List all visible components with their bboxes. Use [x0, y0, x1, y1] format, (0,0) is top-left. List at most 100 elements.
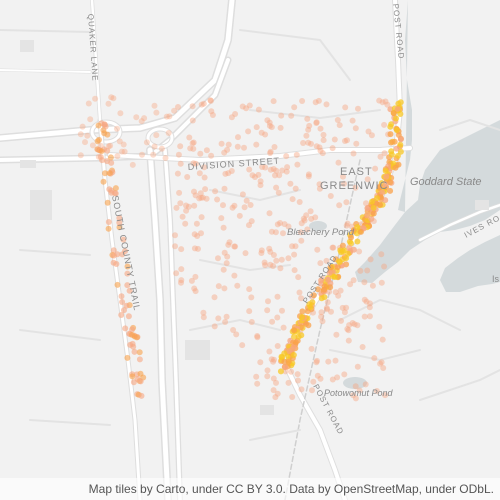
activity-point	[309, 387, 315, 394]
activity-point	[289, 243, 296, 250]
activity-point	[177, 200, 184, 207]
activity-point	[190, 145, 197, 152]
activity-point	[372, 165, 379, 172]
activity-point	[339, 304, 346, 311]
activity-point	[374, 195, 380, 202]
activity-point	[393, 127, 400, 133]
activity-point	[173, 204, 180, 211]
activity-point	[94, 138, 101, 145]
activity-point	[95, 122, 102, 129]
activity-point	[307, 208, 314, 215]
activity-point	[179, 213, 186, 220]
activity-point	[312, 214, 319, 221]
activity-point	[352, 395, 359, 402]
activity-point	[370, 210, 377, 217]
activity-point	[346, 322, 353, 329]
activity-point	[234, 282, 241, 289]
activity-point	[358, 228, 364, 235]
activity-point	[268, 228, 275, 235]
activity-point	[202, 186, 209, 193]
activity-point	[294, 161, 301, 168]
activity-point	[125, 313, 132, 320]
activity-point	[314, 246, 321, 253]
activity-point	[273, 257, 280, 264]
activity-point	[317, 260, 324, 267]
activity-point	[209, 112, 216, 118]
activity-point	[352, 184, 359, 191]
activity-point	[266, 122, 273, 129]
activity-point	[133, 114, 140, 121]
activity-point	[364, 176, 371, 183]
activity-point	[208, 152, 215, 159]
activity-point	[327, 284, 334, 291]
activity-point	[291, 104, 298, 111]
activity-point	[124, 270, 131, 277]
activity-point	[200, 309, 207, 316]
activity-point	[85, 100, 92, 107]
activity-point	[178, 279, 184, 286]
activity-point	[174, 170, 181, 177]
activity-point	[141, 115, 148, 122]
activity-point	[304, 115, 311, 122]
activity-point	[320, 137, 327, 144]
activity-point	[136, 356, 143, 363]
activity-point	[275, 189, 282, 196]
activity-point	[382, 98, 389, 105]
activity-point	[313, 359, 320, 366]
activity-point	[166, 113, 173, 120]
map-attribution[interactable]: Map tiles by Carto, under CC BY 3.0. Dat…	[0, 478, 500, 500]
goddard-state-label: Goddard State	[410, 176, 482, 188]
activity-point	[378, 251, 385, 258]
activity-point	[279, 307, 285, 314]
activity-point	[172, 243, 178, 250]
activity-point	[129, 373, 136, 380]
activity-point	[273, 167, 280, 174]
activity-point	[197, 190, 204, 197]
activity-point	[334, 117, 341, 123]
activity-point	[350, 277, 357, 284]
activity-point	[331, 274, 338, 280]
activity-point	[265, 298, 271, 305]
activity-point	[259, 164, 266, 170]
activity-point	[376, 201, 383, 208]
activity-point	[257, 178, 264, 185]
activity-point	[270, 252, 277, 258]
activity-point	[87, 116, 94, 123]
activity-point	[367, 256, 374, 263]
activity-point	[220, 266, 227, 273]
activity-point	[306, 122, 313, 129]
activity-point	[343, 255, 350, 262]
activity-point	[105, 225, 112, 232]
activity-point	[341, 180, 347, 187]
activity-point	[200, 100, 207, 107]
activity-point	[233, 331, 240, 338]
activity-point	[121, 307, 127, 314]
activity-point	[316, 181, 323, 188]
activity-point	[387, 123, 394, 130]
activity-point	[253, 141, 260, 148]
activity-point	[377, 183, 383, 190]
activity-point	[137, 378, 144, 385]
activity-point	[270, 263, 277, 269]
activity-point	[274, 314, 281, 321]
activity-point	[280, 324, 287, 331]
activity-point	[303, 320, 309, 327]
activity-point	[231, 272, 238, 279]
activity-point	[248, 319, 255, 325]
activity-point	[183, 202, 189, 209]
activity-point	[133, 334, 140, 341]
activity-point	[382, 392, 389, 399]
activity-point	[317, 375, 324, 382]
activity-point	[291, 327, 297, 334]
activity-point	[212, 188, 219, 195]
activity-point	[196, 195, 203, 202]
activity-point	[189, 103, 196, 110]
activity-point	[191, 245, 198, 252]
activity-point	[270, 166, 277, 172]
activity-point	[274, 343, 281, 349]
activity-point	[116, 138, 123, 145]
activity-point	[264, 117, 271, 124]
activity-point	[224, 253, 231, 260]
activity-point	[313, 120, 320, 126]
